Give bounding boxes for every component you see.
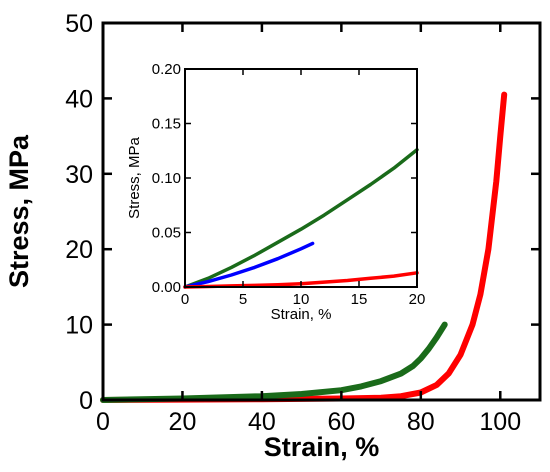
inset-series-line-1 (183, 147, 419, 289)
main-x-tick-label: 0 (96, 408, 110, 436)
inset-y-tick-label: 0.05 (152, 225, 181, 242)
main-x-tick-label: 80 (407, 408, 435, 436)
inset-series-line-2 (183, 241, 315, 289)
inset-x-tick-label: 0 (181, 291, 189, 308)
main-y-tick-label: 10 (65, 312, 93, 340)
main-x-axis-label: Strain, % (264, 432, 380, 462)
inset-tick-marks (184, 68, 418, 288)
inset-x-tick-label: 10 (293, 291, 310, 308)
main-tick-marks (101, 21, 540, 402)
inset-plot: 0 5 10 15 20 0.00 0.05 0.10 0.15 0.20 Strain, % S… (126, 61, 425, 323)
main-y-tick-label: 30 (65, 161, 93, 189)
main-x-tick-label: 20 (169, 408, 197, 436)
main-y-tick-label: 20 (65, 236, 93, 264)
inset-x-tick-label: 15 (351, 291, 368, 308)
inset-tick-labels: 0 5 10 15 20 0.00 0.05 0.10 0.15 0.20 (152, 61, 426, 308)
inset-y-tick-label: 0.15 (152, 116, 181, 133)
main-x-tick-label: 40 (248, 408, 276, 436)
inset-x-tick-label: 20 (409, 291, 426, 308)
main-plot-frame (101, 21, 542, 402)
main-y-tick-label: 0 (79, 387, 93, 415)
inset-x-tick-label: 5 (239, 291, 247, 308)
inset-y-tick-label: 0.20 (152, 61, 181, 78)
main-x-tick-label: 60 (327, 408, 355, 436)
main-y-tick-label: 50 (65, 10, 93, 38)
inset-y-tick-label: 0.10 (152, 170, 181, 187)
inset-y-tick-label: 0.00 (152, 279, 181, 296)
main-y-axis-label: Stress, MPa (4, 134, 34, 288)
main-x-tick-label: 100 (479, 408, 521, 436)
main-y-tick-label: 40 (65, 85, 93, 113)
inset-x-axis-label: Strain, % (271, 306, 332, 323)
inset-y-axis-label: Stress, MPa (126, 136, 143, 218)
main-series-line-2 (100, 321, 448, 403)
